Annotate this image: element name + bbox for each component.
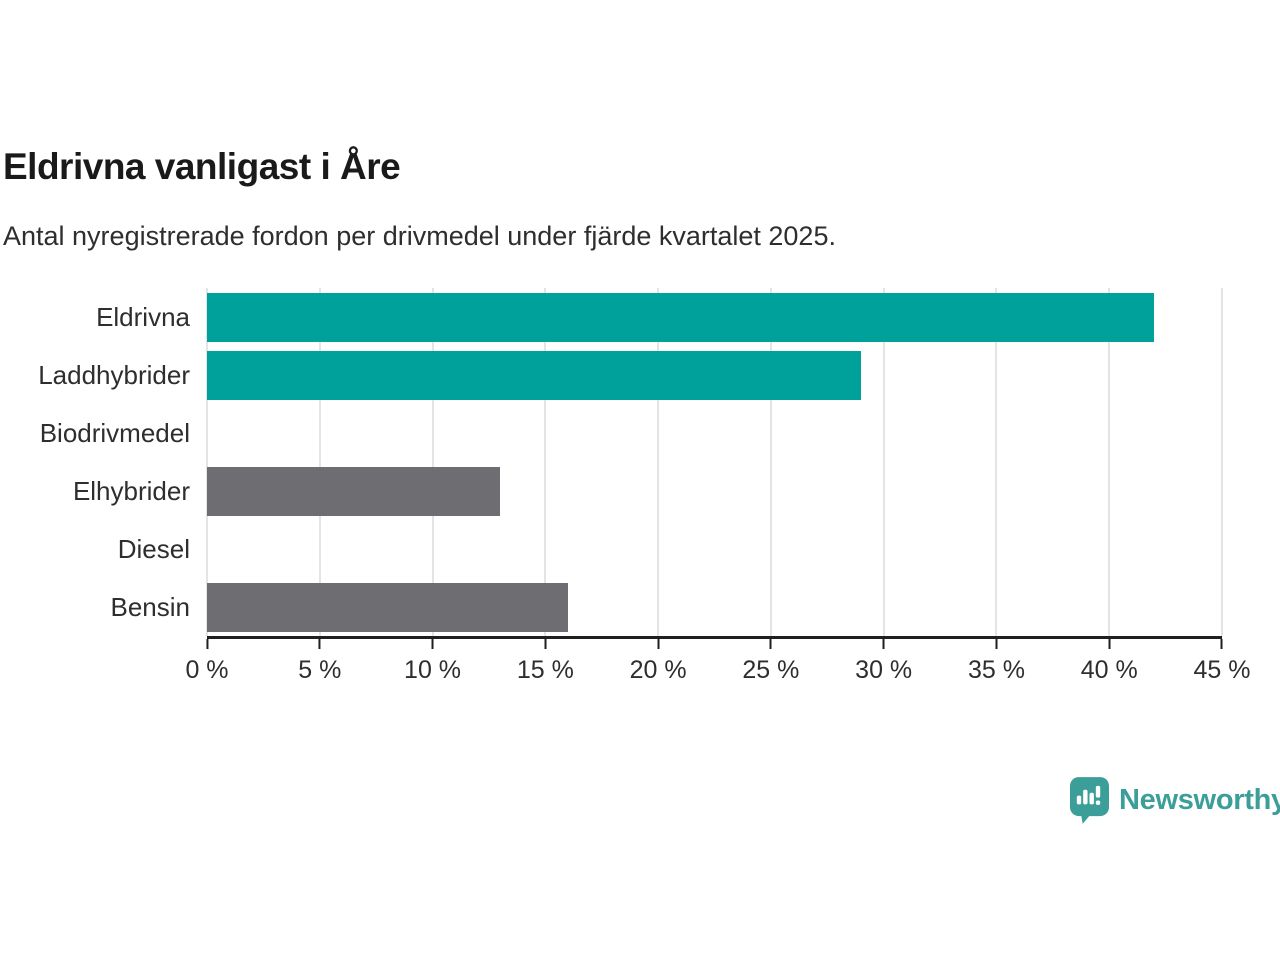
chart-subtitle: Antal nyregistrerade fordon per drivmede… (3, 221, 836, 251)
gridline (657, 288, 660, 636)
tick-label: 5 % (298, 656, 342, 684)
category-label-eldrivna: Eldrivna (96, 301, 190, 332)
axis-tick: 30 % (855, 639, 912, 685)
tick-label: 10 % (404, 656, 462, 684)
tick-label: 45 % (1193, 656, 1251, 684)
tick-mark (544, 639, 547, 649)
category-label-elhybrider: Elhybrider (72, 475, 190, 506)
gridline (882, 288, 885, 636)
axis-tick: 0 % (185, 639, 229, 685)
newsworthy-logo[interactable]: Newsworthy (1070, 777, 1280, 824)
axis-tick: 45 % (1193, 639, 1251, 685)
axis-tick: 35 % (968, 639, 1025, 685)
chart-row: Laddhybrider (38, 346, 1222, 404)
category-label-diesel: Diesel (117, 533, 190, 564)
category-label-laddhybrider: Laddhybrider (38, 359, 190, 390)
tick-mark (995, 639, 998, 649)
tick-label: 40 % (1080, 656, 1138, 684)
chart-title: Eldrivna vanligast i Åre (3, 146, 401, 187)
tick-label: 35 % (967, 656, 1025, 684)
gridline (206, 288, 208, 636)
newsworthy-icon (1070, 777, 1109, 824)
axis-tick: 5 % (298, 639, 341, 685)
chart-row: Bensin (111, 578, 1222, 636)
tick-mark (206, 639, 208, 649)
gridline (1221, 288, 1223, 636)
tick-mark (769, 639, 772, 649)
bar-bensin (207, 582, 568, 632)
tick-label: 25 % (742, 656, 800, 684)
chart-row: Biodrivmedel (40, 404, 1222, 462)
bar-eldrivna (207, 292, 1155, 342)
chart-row: Eldrivna (96, 288, 1222, 346)
tick-label: 20 % (629, 656, 687, 684)
bar-elhybrider (207, 466, 501, 516)
x-axis: 0 % 5 % 10 % 15 % 20 % 25 % 30 % 35 % 40 % 45 % (185, 636, 1250, 699)
tick-label: 15 % (516, 656, 574, 684)
gridline (1108, 288, 1111, 636)
gridline (769, 288, 772, 636)
category-label-bensin: Bensin (110, 591, 191, 622)
chart-row: Diesel (118, 520, 1222, 578)
axis-tick: 40 % (1081, 639, 1138, 685)
tick-mark (882, 639, 885, 649)
tick-label: 30 % (855, 656, 913, 684)
tick-mark (431, 639, 434, 649)
axis-tick: 25 % (742, 639, 799, 685)
tick-label: 0 % (185, 656, 229, 684)
plot-area: Eldrivna Laddhybrider Biodrivmedel Elhybrid… (38, 288, 1223, 636)
gridline (431, 288, 434, 636)
tick-mark (1108, 639, 1111, 649)
gridline (318, 288, 321, 636)
gridline (995, 288, 998, 636)
newsworthy-logo-text: Newsworthy (1119, 784, 1280, 816)
gridline (544, 288, 547, 636)
tick-mark (1220, 639, 1223, 649)
tick-mark (318, 639, 321, 649)
bar-laddhybrider (207, 350, 862, 400)
axis-tick: 15 % (517, 639, 574, 685)
tick-mark (657, 639, 660, 649)
axis-tick: 20 % (630, 639, 687, 685)
category-label-biodrivmedel: Biodrivmedel (39, 417, 190, 448)
chart-row: Elhybrider (73, 462, 1222, 520)
axis-tick: 10 % (404, 639, 461, 685)
